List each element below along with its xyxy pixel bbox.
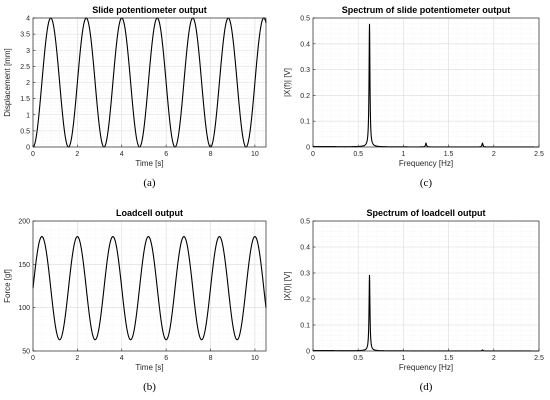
panel-label: (d) <box>420 381 433 393</box>
y-tick-label: 0.4 <box>300 41 310 48</box>
x-tick-label: 4 <box>120 355 124 362</box>
x-tick-label: 2 <box>492 355 496 362</box>
panel-label: (c) <box>420 177 433 189</box>
y-tick-label: 0.5 <box>300 16 310 23</box>
x-tick-label: 10 <box>251 151 259 158</box>
x-tick-label: 0 <box>311 355 315 362</box>
y-tick-label: 100 <box>18 305 30 312</box>
y-axis-label: |X(f)| [V] <box>283 68 292 97</box>
y-tick-label: 200 <box>18 219 30 226</box>
y-tick-label: 0 <box>26 145 30 152</box>
y-tick-label: 0.1 <box>300 119 310 126</box>
axes-box <box>32 220 267 352</box>
y-tick-label: 1 <box>26 112 30 119</box>
x-tick-label: 0 <box>31 151 35 158</box>
x-axis-label: Frequency [Hz] <box>399 363 453 372</box>
y-tick-label: 3 <box>26 48 30 55</box>
chart-title: Spectrum of loadcell output <box>366 208 485 218</box>
x-tick-label: 8 <box>209 151 213 158</box>
x-tick-label: 2 <box>75 151 79 158</box>
series-line <box>32 236 267 341</box>
y-tick-label: 0 <box>306 349 310 356</box>
y-tick-label: 0.2 <box>300 297 310 304</box>
panel-d: 0 0.5 1 1.5 2 2.5 0 0.1 0.2 0.3 0.4 0.5 Spectrum of … <box>283 208 544 393</box>
x-tick-label: 8 <box>209 355 213 362</box>
y-tick-label: 2.5 <box>20 64 30 71</box>
x-tick-label: 6 <box>164 355 168 362</box>
chart-title: Loadcell output <box>116 208 183 218</box>
panel-a: 0 2 4 6 8 10 0 0.5 1 1.5 2 2.5 3 3.5 4 Slide potentiome… <box>3 5 267 189</box>
panel-b: 0 2 4 6 8 10 50 100 150 200 Loadcell output Time [s… <box>3 208 267 393</box>
x-tick-label: 0.5 <box>353 355 363 362</box>
series-line <box>32 17 267 148</box>
y-tick-label: 3.5 <box>20 32 30 39</box>
x-tick-label: 1 <box>401 355 405 362</box>
y-tick-label: 50 <box>22 349 30 356</box>
x-tick-label: 2 <box>75 355 79 362</box>
axes-box <box>312 220 540 352</box>
x-axis-label: Frequency [Hz] <box>399 159 453 168</box>
chart-title: Spectrum of slide potentiometer output <box>342 5 511 15</box>
panel-label: (b) <box>143 381 156 393</box>
plot-area <box>313 18 539 147</box>
x-tick-label: 4 <box>120 151 124 158</box>
y-axis-label: Displacement [mm] <box>3 48 12 116</box>
x-tick-label: 2.5 <box>534 355 544 362</box>
x-tick-label: 1.5 <box>444 355 454 362</box>
y-tick-label: 0.2 <box>300 93 310 100</box>
x-axis-label: Time [s] <box>135 363 163 372</box>
y-tick-label: 0.3 <box>300 67 310 74</box>
panel-c: 0 0.5 1 1.5 2 2.5 0 0.1 0.2 0.3 0.4 0.5 Spectrum of … <box>283 5 544 189</box>
x-tick-label: 2 <box>492 151 496 158</box>
plot-area <box>33 221 266 351</box>
y-tick-label: 4 <box>26 16 30 23</box>
x-tick-label: 6 <box>164 151 168 158</box>
y-tick-label: 0.5 <box>20 128 30 135</box>
y-axis-label: |X(f)| [V] <box>283 271 292 300</box>
y-tick-label: 0.1 <box>300 323 310 330</box>
y-tick-label: 1.5 <box>20 96 30 103</box>
x-tick-label: 0 <box>311 151 315 158</box>
chart-title: Slide potentiometer output <box>92 5 207 15</box>
y-tick-label: 0 <box>306 145 310 152</box>
x-tick-label: 1 <box>401 151 405 158</box>
x-axis-label: Time [s] <box>135 159 163 168</box>
x-tick-label: 0 <box>31 355 35 362</box>
y-tick-label: 150 <box>18 262 30 269</box>
x-tick-label: 10 <box>251 355 259 362</box>
y-tick-label: 0.5 <box>300 219 310 226</box>
x-tick-label: 0.5 <box>353 151 363 158</box>
plot-area <box>313 221 539 351</box>
y-axis-label: Force [gf] <box>3 269 12 303</box>
y-tick-label: 0.4 <box>300 245 310 252</box>
panel-label: (a) <box>143 177 156 189</box>
y-tick-label: 2 <box>26 80 30 87</box>
y-tick-label: 0.3 <box>300 271 310 278</box>
x-tick-label: 1.5 <box>444 151 454 158</box>
x-tick-label: 2.5 <box>534 151 544 158</box>
axes-box <box>312 17 540 148</box>
